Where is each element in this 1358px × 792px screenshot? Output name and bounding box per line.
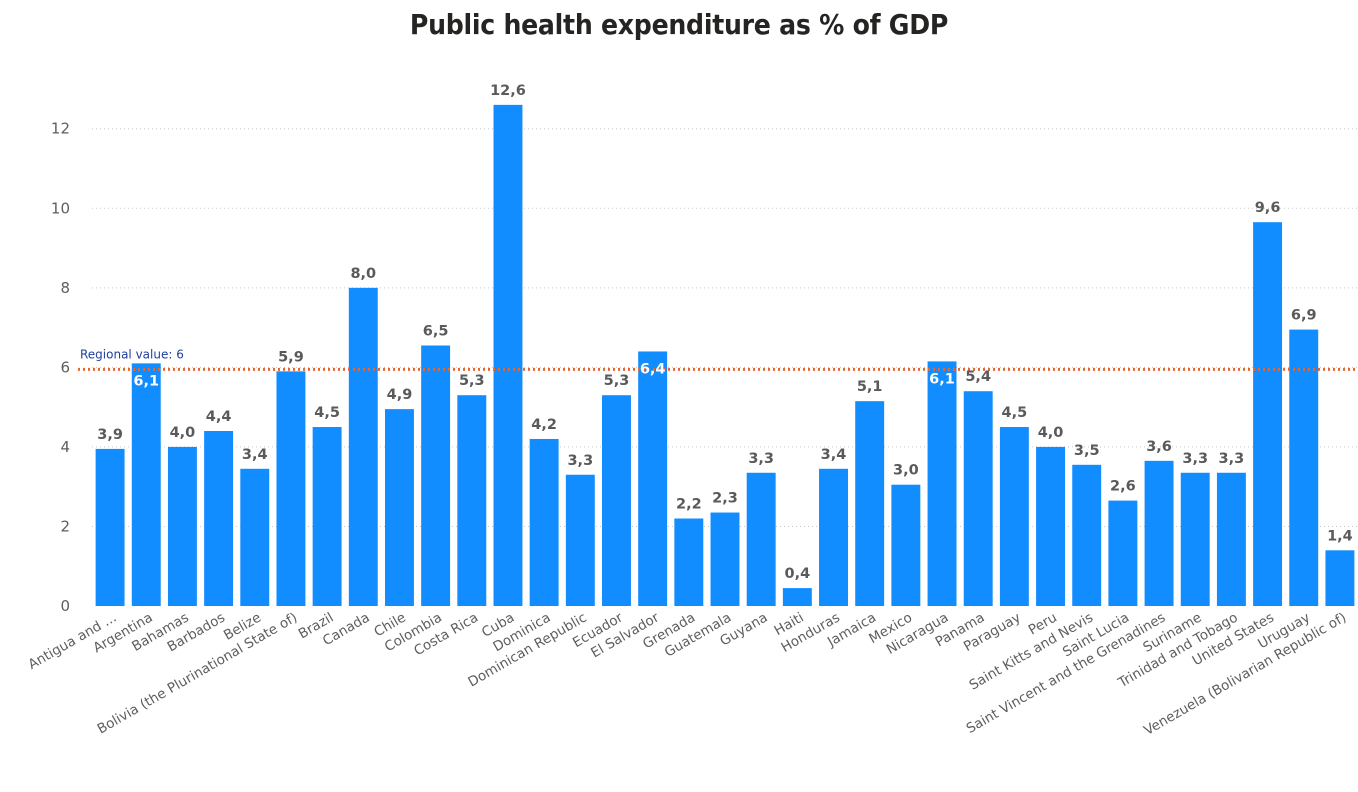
- data-label: 3,0: [893, 463, 919, 479]
- y-axis-tick-labels: 0 2 4 6 8 10 12: [51, 120, 70, 615]
- data-label: 3,9: [97, 427, 123, 443]
- bar: [891, 484, 921, 606]
- bar: [529, 438, 559, 606]
- bar: [963, 391, 993, 606]
- data-label: 3,3: [567, 453, 593, 469]
- data-label: 9,6: [1255, 200, 1281, 216]
- bar: [1325, 550, 1355, 606]
- bar: [167, 446, 197, 606]
- bar: [1216, 472, 1246, 606]
- data-label: 4,0: [170, 425, 196, 441]
- data-label: 3,5: [1074, 443, 1100, 459]
- bar: [240, 468, 270, 606]
- data-label: 6,1: [133, 373, 159, 389]
- y-tick-label: 4: [60, 438, 70, 456]
- reference-line-label: Regional value: 6: [80, 347, 184, 361]
- bar: [782, 588, 812, 606]
- data-label: 4,5: [1002, 405, 1028, 421]
- data-label: 3,4: [242, 447, 268, 463]
- bar: [457, 395, 487, 606]
- bar: [602, 395, 631, 606]
- data-label: 6,4: [640, 361, 666, 377]
- bar: [421, 345, 451, 606]
- y-tick-label: 0: [60, 597, 70, 615]
- data-label: 5,1: [857, 379, 883, 395]
- bar: [384, 409, 414, 606]
- bar: [276, 371, 306, 606]
- data-label: 2,3: [712, 491, 738, 507]
- bar: [1253, 222, 1283, 606]
- bar: [348, 287, 378, 606]
- data-label: 0,4: [784, 566, 810, 582]
- bar: [95, 448, 125, 606]
- bar: [1289, 329, 1319, 606]
- data-label: 6,5: [423, 323, 449, 339]
- bar: [131, 363, 161, 606]
- bar: [312, 427, 342, 606]
- x-axis-category-labels: Antigua and ...ArgentinaBahamasBarbadosB…: [26, 609, 1350, 739]
- data-label: 6,1: [929, 371, 955, 387]
- y-tick-label: 8: [60, 279, 70, 297]
- bar: [855, 401, 885, 606]
- data-label: 4,4: [206, 409, 232, 425]
- data-label: 3,3: [1219, 451, 1245, 467]
- data-label: 8,0: [350, 266, 376, 282]
- data-label: 12,6: [490, 83, 526, 99]
- bar: [1180, 472, 1210, 606]
- data-label: 3,4: [821, 447, 847, 463]
- bar: [1072, 464, 1102, 606]
- y-tick-label: 10: [51, 199, 70, 217]
- data-label: 4,5: [314, 405, 340, 421]
- bar: [565, 474, 595, 606]
- data-label: 3,6: [1146, 439, 1172, 455]
- bar: [819, 468, 848, 606]
- data-label: 3,3: [1182, 451, 1208, 467]
- y-tick-label: 2: [60, 517, 70, 535]
- data-label: 4,2: [531, 417, 557, 433]
- data-label: 1,4: [1327, 528, 1353, 544]
- data-label: 2,2: [676, 497, 702, 513]
- data-label: 5,3: [604, 373, 630, 389]
- bar: [638, 351, 668, 606]
- bar: [204, 431, 234, 606]
- bar: [999, 427, 1029, 606]
- bar: [674, 518, 704, 606]
- data-label: 4,9: [387, 387, 413, 403]
- chart-title: Public health expenditure as % of GDP: [409, 8, 949, 41]
- bar: [746, 472, 776, 606]
- data-labels: 3,9 6,1 4,0 4,4 3,4 5,9 4,5 8,0 4,9 6,5 5,3 12,6 4,2…: [97, 83, 1353, 582]
- y-tick-label: 12: [51, 120, 70, 138]
- data-label: 6,9: [1291, 308, 1317, 324]
- data-label: 5,3: [459, 373, 485, 389]
- data-label: 2,6: [1110, 479, 1136, 495]
- bar: [710, 512, 740, 606]
- data-label: 4,0: [1038, 425, 1064, 441]
- bar: [1144, 460, 1174, 606]
- bar: [1036, 446, 1066, 606]
- bar: [1108, 500, 1138, 606]
- data-label: 3,3: [748, 451, 774, 467]
- bar: [493, 104, 523, 606]
- data-label: 5,9: [278, 349, 304, 365]
- data-label: 5,4: [965, 369, 991, 385]
- reference-line-group: Regional value: 6: [78, 347, 1358, 371]
- bar: [927, 361, 957, 606]
- y-tick-label: 6: [60, 358, 70, 376]
- bars: [95, 104, 1355, 606]
